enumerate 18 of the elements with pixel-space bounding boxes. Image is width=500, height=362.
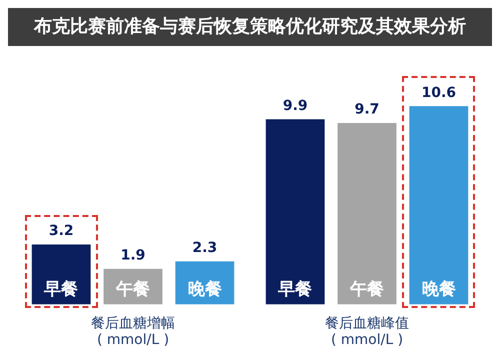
data-label: 3.2 bbox=[48, 223, 74, 240]
data-label: 9.7 bbox=[354, 102, 380, 118]
series-label: 午餐 bbox=[115, 279, 150, 300]
data-label: 2.3 bbox=[192, 240, 218, 256]
chart-title: 布克比赛前准备与赛后恢复策略优化研究及其效果分析 bbox=[8, 8, 492, 46]
data-label: 9.9 bbox=[282, 98, 308, 114]
bar bbox=[338, 123, 396, 304]
text: 午餐 bbox=[350, 279, 384, 300]
x-tick-label: 餐后血糖峰值 ( mmol/L ) bbox=[325, 315, 409, 348]
data-label: 10.6 bbox=[421, 84, 456, 101]
data-label: 1.9 bbox=[120, 248, 146, 264]
x-tick-label: 餐后血糖增幅 ( mmol/L ) bbox=[91, 315, 175, 348]
text: 早餐 bbox=[278, 279, 312, 300]
series-label: 晚餐 bbox=[188, 279, 222, 300]
bar bbox=[409, 106, 468, 304]
series-label: 早餐 bbox=[43, 279, 78, 300]
bar bbox=[266, 119, 325, 304]
text: 晚餐 bbox=[422, 279, 456, 300]
